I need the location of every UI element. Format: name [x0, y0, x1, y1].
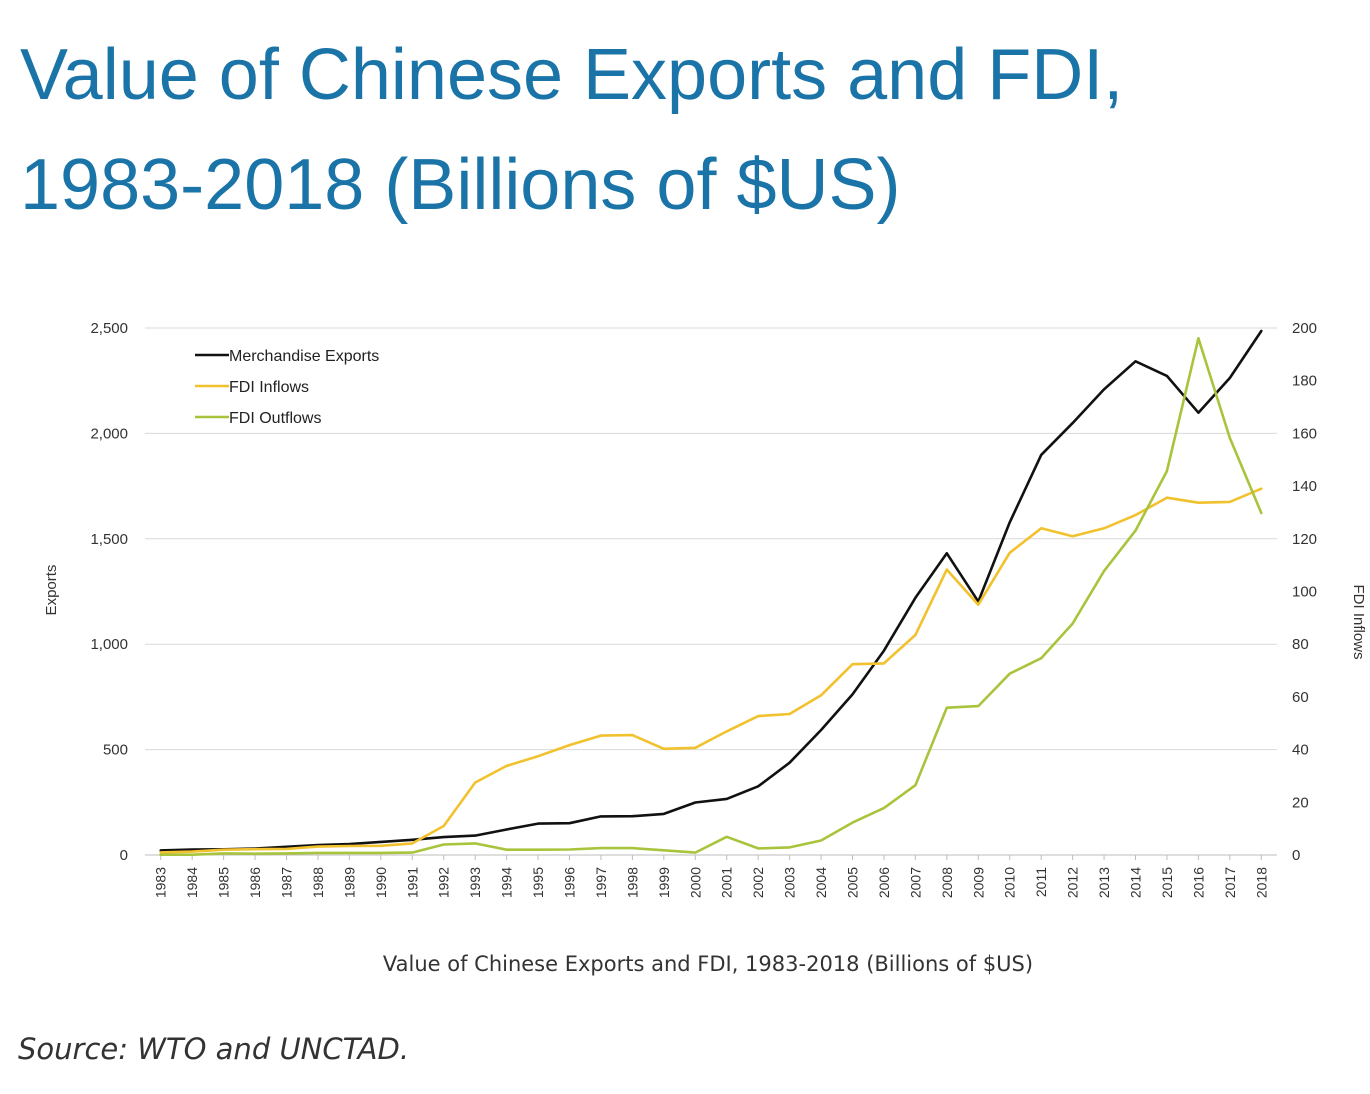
y2-tick-label: 0: [1292, 847, 1300, 864]
x-tick-label: 2004: [813, 867, 829, 898]
x-tick-label: 1985: [216, 867, 232, 898]
series-line-merchandise-exports: [159, 329, 1263, 852]
page-title-line-1: Value of Chinese Exports and FDI,: [20, 35, 1124, 115]
y2-tick-label: 120: [1292, 531, 1317, 548]
x-tick-label: 1993: [467, 867, 483, 898]
x-tick-label: 2000: [687, 867, 703, 898]
x-tick-label: 2009: [970, 867, 986, 898]
x-tick-label: 2013: [1096, 867, 1112, 898]
series-line-fdi-inflows: [159, 487, 1263, 854]
x-tick-label: 1987: [279, 867, 295, 898]
x-tick-label: 1998: [624, 867, 640, 898]
x-tick-label: 2011: [1033, 867, 1049, 897]
y2-tick-label: 40: [1292, 742, 1309, 759]
y-tick-label: 2,000: [90, 425, 128, 442]
x-tick-label: 1999: [656, 867, 672, 898]
y-tick-label: 500: [103, 742, 128, 759]
chart-caption: Value of Chinese Exports and FDI, 1983-2…: [382, 952, 1034, 976]
y2-tick-label: 140: [1292, 478, 1317, 495]
page-title-line-2: 1983-2018 (Billions of $US): [20, 145, 901, 225]
x-tick-label: 2008: [939, 867, 955, 898]
x-tick-label: 1986: [247, 867, 263, 898]
y-tick-label: 1,500: [90, 531, 128, 548]
y-tick-label: 1,000: [90, 636, 128, 653]
x-tick-label: 2017: [1222, 867, 1238, 898]
legend-label: Merchandise Exports: [229, 348, 379, 365]
x-tick-label: 2018: [1253, 867, 1269, 898]
y2-axis-title: FDI Inflows: [1350, 584, 1367, 659]
page-title: Value of Chinese Exports and FDI, 1983-2…: [20, 20, 1350, 240]
y-tick-label: 2,500: [90, 320, 128, 337]
x-tick-label: 2016: [1190, 867, 1206, 898]
x-tick-label: 1994: [499, 867, 515, 898]
x-tick-label: 2014: [1128, 867, 1144, 898]
x-tick-label: 1992: [436, 867, 452, 898]
x-tick-label: 2015: [1159, 867, 1175, 898]
source-note: Source: WTO and UNCTAD.: [18, 1032, 410, 1066]
x-tick-label: 1984: [184, 867, 200, 898]
x-tick-label: 2012: [1065, 867, 1081, 898]
y2-tick-label: 20: [1292, 794, 1309, 811]
line-chart: 0 500 1,000 1,500 2,000 2,500 0 20 40 60 80 100 120 1…: [43, 320, 1367, 898]
x-tick-label: 1996: [562, 867, 578, 898]
x-tick-label: 2010: [1002, 867, 1018, 898]
x-tick-label: 1983: [153, 867, 169, 898]
y2-tick-label: 180: [1292, 373, 1317, 390]
y2-tick-label: 100: [1292, 584, 1317, 601]
x-tick-label: 2002: [750, 867, 766, 898]
x-tick-label: 1988: [310, 867, 326, 898]
x-tick-label: 2003: [782, 867, 798, 898]
legend-label: FDI Inflows: [229, 379, 309, 396]
y-tick-label: 0: [120, 847, 128, 864]
x-tick-label: 2005: [845, 867, 861, 898]
y2-tick-label: 80: [1292, 636, 1309, 653]
series-line-fdi-outflows: [159, 336, 1263, 857]
x-tick-label: 2001: [719, 867, 735, 898]
x-tick-label: 1997: [593, 867, 609, 898]
y2-tick-label: 60: [1292, 689, 1309, 706]
x-tick-label: 2006: [876, 867, 892, 898]
y2-tick-label: 160: [1292, 425, 1317, 442]
x-tick-label: 1991: [404, 867, 420, 898]
x-tick-label: 1989: [341, 867, 357, 898]
x-tick-label: 1995: [530, 867, 546, 898]
y2-tick-label: 200: [1292, 320, 1317, 337]
legend-label: FDI Outflows: [229, 410, 321, 427]
x-tick-label: 2007: [907, 867, 923, 898]
y-axis-title: Exports: [43, 565, 60, 616]
x-tick-label: 1990: [373, 867, 389, 898]
